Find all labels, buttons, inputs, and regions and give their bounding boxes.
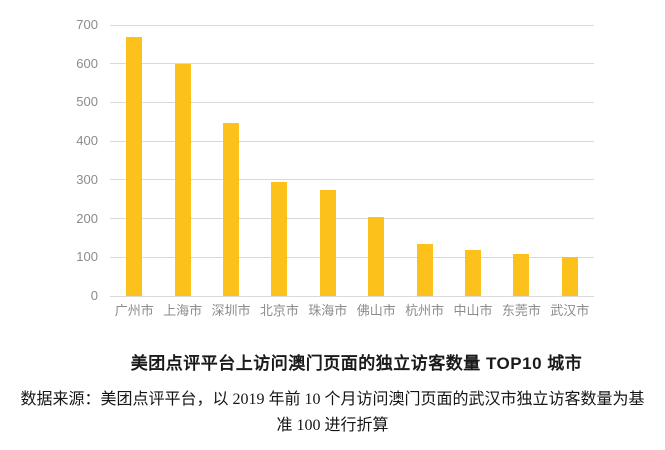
bar <box>416 244 433 296</box>
x-tick-label: 珠海市 <box>308 303 348 318</box>
source-note: 数据来源：美团点评平台，以 2019 年前 10 个月访问澳门页面的武汉市独立访… <box>0 387 665 439</box>
x-tick-label: 上海市 <box>163 303 203 318</box>
y-tick-label: 0 <box>90 288 98 303</box>
y-tick-label: 600 <box>76 55 98 71</box>
y-tick-label: 200 <box>76 210 98 226</box>
gridline <box>110 179 594 181</box>
bar <box>561 257 578 296</box>
bar <box>126 36 143 296</box>
gridline <box>110 101 594 103</box>
bar <box>271 181 288 296</box>
x-tick-label: 东莞市 <box>501 303 541 318</box>
chart-title: 美团点评平台上访问澳门页面的独立访客数量 TOP10 城市 <box>130 354 583 373</box>
gridline <box>110 295 594 297</box>
bar <box>368 216 385 296</box>
x-axis: 广州市 上海市 深圳市 北京市 珠海市 佛山市 杭州市 中山市 东莞市 武汉市 <box>110 303 594 321</box>
gridline <box>110 63 594 65</box>
bar <box>513 253 530 296</box>
y-tick-label: 400 <box>76 133 98 149</box>
bar <box>174 63 191 296</box>
plot-area <box>110 24 594 297</box>
source-line-2: 准 100 进行折算 <box>276 417 389 434</box>
bar <box>319 189 336 296</box>
x-tick-label: 武汉市 <box>550 303 590 318</box>
gridline <box>110 218 594 220</box>
bar <box>465 249 481 296</box>
x-tick-label: 杭州市 <box>405 303 445 318</box>
gridline <box>110 256 594 258</box>
y-tick-label: 300 <box>76 171 98 187</box>
y-axis: 0 100 200 300 400 500 600 700 <box>0 17 98 303</box>
gridline <box>110 140 594 142</box>
x-tick-label: 佛山市 <box>356 303 396 318</box>
gridline <box>110 24 594 26</box>
y-tick-label: 500 <box>76 94 98 110</box>
x-tick-label: 深圳市 <box>211 303 251 318</box>
x-tick-label: 中山市 <box>453 303 493 318</box>
bar <box>223 122 239 296</box>
y-tick-label: 100 <box>76 249 98 265</box>
y-tick-label: 700 <box>76 17 98 32</box>
x-tick-label: 广州市 <box>114 303 154 318</box>
x-tick-label: 北京市 <box>259 303 299 318</box>
source-line-1: 数据来源：美团点评平台，以 2019 年前 10 个月访问澳门页面的武汉市独立访… <box>20 391 645 408</box>
